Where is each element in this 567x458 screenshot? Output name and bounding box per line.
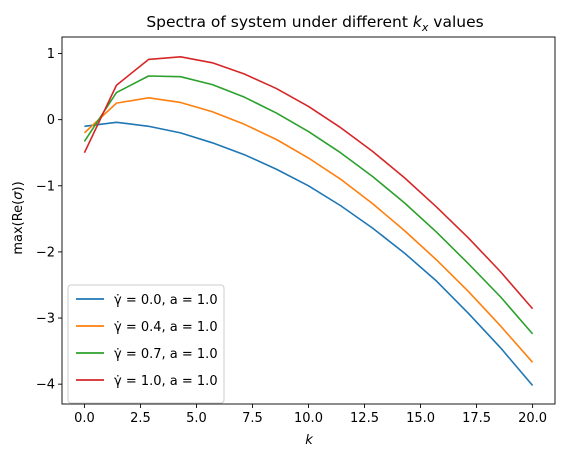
- title-k: k: [413, 13, 423, 31]
- y-tick-label-3: −2: [36, 245, 55, 260]
- x-tick-label-1: 2.5: [130, 411, 151, 426]
- series-line-2: [83, 75, 534, 335]
- y-tick-label-4: −3: [36, 312, 55, 327]
- x-tick-label-0: 0.0: [74, 411, 95, 426]
- x-tick-label-2: 5.0: [186, 411, 207, 426]
- legend-label-0: γ̇ = 0.0, a = 1.0: [114, 293, 218, 308]
- legend: γ̇ = 0.0, a = 1.0 γ̇ = 0.4, a = 1.0 γ̇ = 0…: [67, 284, 225, 404]
- x-tick-label-5: 12.5: [350, 411, 379, 426]
- x-axis-label: k: [305, 433, 313, 448]
- x-tick-label-3: 7.5: [242, 411, 263, 426]
- chart-title: Spectra of system under different kx val…: [146, 13, 483, 34]
- x-tick-label-8: 20.0: [518, 411, 547, 426]
- y-axis-label-sigma: σ: [11, 191, 26, 200]
- legend-label-1: γ̇ = 0.4, a = 1.0: [114, 320, 218, 335]
- y-tick-label-2: −1: [36, 179, 55, 194]
- series-line-0: [84, 121, 534, 386]
- y-tick-label-0: 1: [47, 47, 55, 62]
- series-line-3: [83, 56, 534, 310]
- legend-box: [67, 284, 225, 404]
- legend-label-2: γ̇ = 0.7, a = 1.0: [114, 347, 218, 362]
- title-part-2: values: [428, 13, 483, 31]
- legend-label-3: γ̇ = 1.0, a = 1.0: [114, 374, 218, 389]
- title-part-1: Spectra of system under different: [146, 13, 413, 31]
- plot-area: 0.0 2.5 5.0 7.5 10.0 12.5 15.0 17.5 20.0 1 0 −1 −2 −3…: [36, 36, 556, 426]
- y-tick-label-5: −4: [36, 378, 55, 393]
- x-tick-label-7: 17.5: [462, 411, 491, 426]
- x-tick-label-6: 15.0: [406, 411, 435, 426]
- title-sub-x: x: [421, 21, 429, 34]
- y-tick-label-1: 0: [47, 113, 55, 128]
- y-axis-label: max(Re(σ)): [11, 181, 26, 254]
- x-tick-label-4: 10.0: [294, 411, 323, 426]
- series-line-1: [83, 97, 534, 363]
